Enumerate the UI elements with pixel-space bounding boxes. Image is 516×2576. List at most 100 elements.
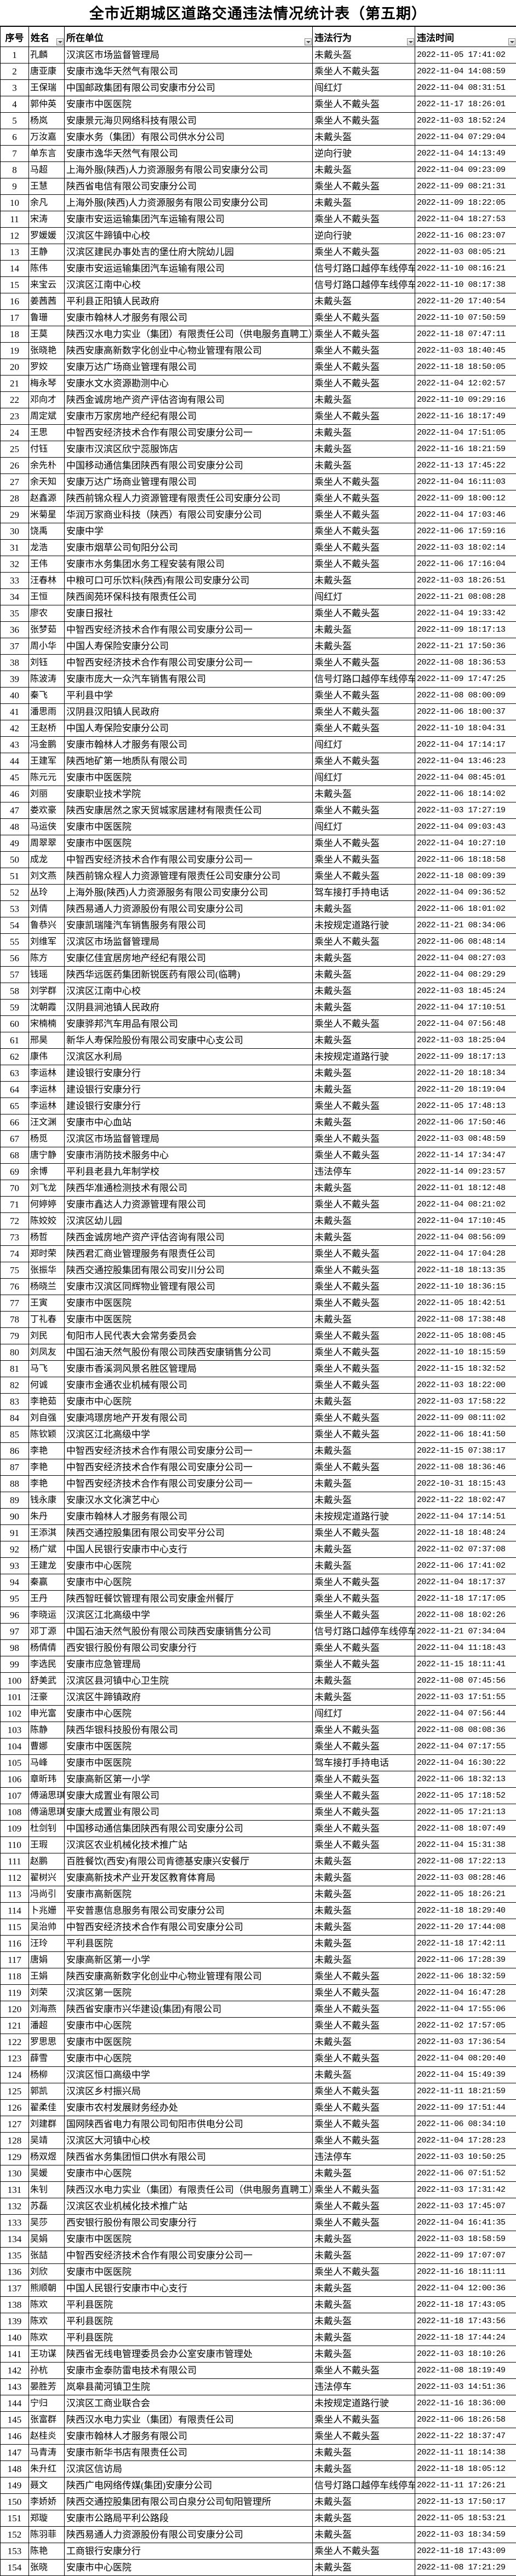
cell-violation[interactable]: 乘坐人不戴头盔 [313,2018,415,2034]
cell-unit[interactable]: 陕西金诚房地产资产评估咨询有限公司 [65,1229,313,1246]
cell-unit[interactable]: 安康市新华书店有限责任公司 [65,2445,313,2461]
cell-time[interactable]: 2022-11-16 08:23:07 [415,228,516,244]
cell-violation[interactable]: 违法停车 [313,2379,415,2395]
cell-seq[interactable]: 50 [1,852,29,868]
cell-seq[interactable]: 152 [1,2527,29,2543]
cell-time[interactable]: 2022-11-04 08:56:09 [415,1229,516,1246]
cell-name[interactable]: 吴媛 [29,2165,65,2182]
cell-time[interactable]: 2022-11-20 18:18:34 [415,1065,516,1082]
cell-seq[interactable]: 13 [1,244,29,261]
cell-name[interactable]: 万汝嘉 [29,129,65,146]
cell-name[interactable]: 龙浩 [29,540,65,556]
cell-unit[interactable]: 岚皋县蔺河镇卫生院 [65,2379,313,2395]
cell-name[interactable]: 刘民 [29,1328,65,1344]
cell-time[interactable]: 2022-11-04 18:17:37 [415,1574,516,1591]
cell-name[interactable]: 刘钰 [29,655,65,671]
cell-name[interactable]: 晏胜芳 [29,2379,65,2395]
cell-name[interactable]: 潘超 [29,2018,65,2034]
cell-time[interactable]: 2022-11-04 15:31:38 [415,1837,516,1853]
cell-name[interactable]: 唐娟 [29,1952,65,1968]
cell-time[interactable]: 2022-11-04 11:18:43 [415,1640,516,1656]
cell-name[interactable]: 罗媛媛 [29,228,65,244]
cell-time[interactable]: 2022-11-03 17:51:55 [415,1689,516,1706]
cell-violation[interactable]: 乘坐人不戴头盔 [313,1426,415,1443]
cell-violation[interactable]: 未戴头盔 [313,1180,415,1197]
cell-violation[interactable]: 未戴头盔 [313,1936,415,1952]
cell-time[interactable]: 2022-11-16 18:21:59 [415,441,516,458]
cell-unit[interactable]: 中国石油天然气股份有限公司陕西安康销售分公司 [65,1344,313,1361]
cell-name[interactable]: 汪文渊 [29,1114,65,1131]
cell-seq[interactable]: 129 [1,2149,29,2165]
cell-time[interactable]: 2022-11-03 17:45:07 [415,2198,516,2215]
cell-violation[interactable]: 乘坐人不戴头盔 [313,1459,415,1476]
cell-seq[interactable]: 64 [1,1082,29,1098]
cell-seq[interactable]: 153 [1,2543,29,2560]
cell-name[interactable]: 李运林 [29,1082,65,1098]
cell-time[interactable]: 2022-10-31 18:15:43 [415,1476,516,1492]
cell-time[interactable]: 2022-11-08 18:07:49 [415,1821,516,1837]
cell-time[interactable]: 2022-11-10 08:17:38 [415,277,516,293]
cell-name[interactable]: 刘飞龙 [29,1180,65,1197]
cell-seq[interactable]: 54 [1,917,29,934]
cell-violation[interactable]: 乘坐人不戴头盔 [313,852,415,868]
cell-time[interactable]: 2022-11-03 17:31:42 [415,2182,516,2198]
cell-violation[interactable]: 乘坐人不戴头盔 [313,376,415,392]
cell-seq[interactable]: 107 [1,1788,29,1804]
cell-seq[interactable]: 125 [1,2083,29,2100]
cell-time[interactable]: 2022-11-04 17:04:28 [415,1246,516,1262]
cell-unit[interactable]: 安康高新技术产业开发区教育体育局 [65,1870,313,1886]
cell-time[interactable]: 2022-11-04 16:30:22 [415,1755,516,1771]
cell-unit[interactable]: 安康大成置业有限公司 [65,1804,313,1821]
cell-seq[interactable]: 70 [1,1180,29,1197]
cell-time[interactable]: 2022-11-04 17:03:46 [415,507,516,523]
cell-seq[interactable]: 132 [1,2198,29,2215]
cell-seq[interactable]: 127 [1,2116,29,2133]
cell-seq[interactable]: 143 [1,2379,29,2395]
cell-name[interactable]: 舒美武 [29,1673,65,1689]
cell-time[interactable]: 2022-11-04 14:13:49 [415,146,516,162]
cell-time[interactable]: 2022-11-06 08:48:14 [415,934,516,950]
cell-unit[interactable]: 汉滨区县河镇中心卫生院 [65,1673,313,1689]
cell-name[interactable]: 王莫 [29,326,65,343]
cell-unit[interactable]: 中国人民银行安康市中心支行 [65,2280,313,2297]
cell-name[interactable]: 薛雪 [29,2051,65,2067]
cell-violation[interactable]: 未戴头盔 [313,622,415,638]
cell-name[interactable]: 孔麟 [29,47,65,63]
cell-unit[interactable]: 陕西易通人力资源股份有限公司安康分公司 [65,2527,313,2543]
cell-time[interactable]: 2022-11-06 17:50:46 [415,1114,516,1131]
cell-name[interactable]: 何诚 [29,1377,65,1394]
cell-seq[interactable]: 85 [1,1426,29,1443]
cell-seq[interactable]: 36 [1,622,29,638]
cell-time[interactable]: 2022-11-05 17:48:13 [415,1098,516,1114]
cell-violation[interactable]: 乘坐人不戴头盔 [313,1098,415,1114]
cell-seq[interactable]: 58 [1,983,29,1000]
cell-unit[interactable]: 中智西安经济技术合作有限公司安康分公司一 [65,425,313,441]
cell-seq[interactable]: 99 [1,1656,29,1673]
cell-time[interactable]: 2022-11-02 17:57:05 [415,2018,516,2034]
cell-unit[interactable]: 安康市逸华天然气有限公司 [65,146,313,162]
cell-time[interactable]: 2022-11-18 17:43:05 [415,2297,516,2313]
cell-time[interactable]: 2022-11-04 08:20:40 [415,2051,516,2067]
cell-seq[interactable]: 4 [1,96,29,113]
cell-violation[interactable]: 未戴头盔 [313,2165,415,2182]
cell-name[interactable]: 陈方 [29,950,65,967]
cell-name[interactable]: 杜剑钊 [29,1821,65,1837]
cell-unit[interactable]: 陕西易通人力资源股份有限公司安康分公司 [65,901,313,917]
cell-time[interactable]: 2022-11-04 17:14:17 [415,737,516,753]
cell-time[interactable]: 2022-11-18 17:44:24 [415,2330,516,2346]
cell-violation[interactable]: 乘坐人不戴头盔 [313,1722,415,1738]
cell-violation[interactable]: 未按规定道路行驶 [313,1509,415,1525]
cell-time[interactable]: 2022-11-04 16:41:35 [415,2215,516,2231]
cell-time[interactable]: 2022-11-21 17:50:36 [415,638,516,655]
cell-violation[interactable]: 乘坐人不戴头盔 [313,507,415,523]
cell-time[interactable]: 2022-11-03 18:26:51 [415,573,516,589]
cell-violation[interactable]: 乘坐人不戴头盔 [313,1656,415,1673]
cell-name[interactable]: 卜兆姗 [29,1903,65,1919]
cell-violation[interactable]: 乘坐人不戴头盔 [313,1821,415,1837]
cell-unit[interactable]: 中粮可口可乐饮料(陕西)有限公司安康分公司 [65,573,313,589]
cell-name[interactable]: 李艳 [29,1443,65,1459]
cell-name[interactable]: 王瑕 [29,1837,65,1853]
cell-unit[interactable]: 平利县医院 [65,2313,313,2330]
cell-name[interactable]: 姜茜茜 [29,293,65,310]
cell-time[interactable]: 2022-11-04 08:31:51 [415,80,516,96]
